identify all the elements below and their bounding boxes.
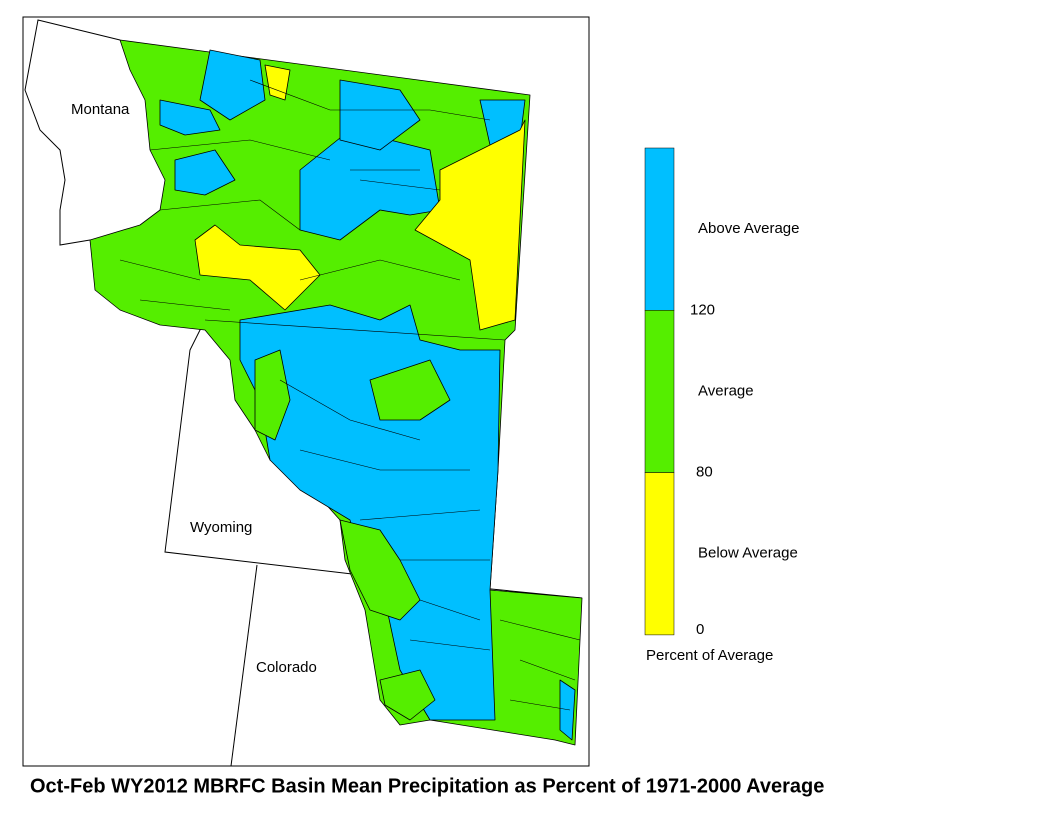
legend-break: 120 [690, 301, 715, 318]
legend-title: Percent of Average [646, 647, 773, 664]
basin-lines [119, 79, 581, 711]
state-label: Montana [71, 101, 130, 118]
map-title: Oct-Feb WY2012 MBRFC Basin Mean Precipit… [30, 775, 824, 797]
legend-break: 80 [696, 464, 713, 481]
legend-swatch [644, 147, 675, 311]
state-label: Wyoming [190, 519, 252, 536]
state-border [24, 19, 121, 246]
legend: Percent of Average Above Average Average B… [644, 147, 799, 664]
legend-break: 0 [696, 621, 704, 638]
legend-label: Above Average [698, 220, 799, 237]
legend-swatch [644, 472, 675, 636]
legend-swatch [644, 310, 675, 473]
map: Montana Wyoming Colorado [22, 16, 590, 767]
state-label: Colorado [256, 659, 317, 676]
legend-label: Below Average [698, 545, 798, 562]
legend-label: Average [698, 382, 754, 399]
basin-below [194, 64, 526, 331]
basin-average [254, 349, 451, 721]
state-border [230, 564, 258, 767]
